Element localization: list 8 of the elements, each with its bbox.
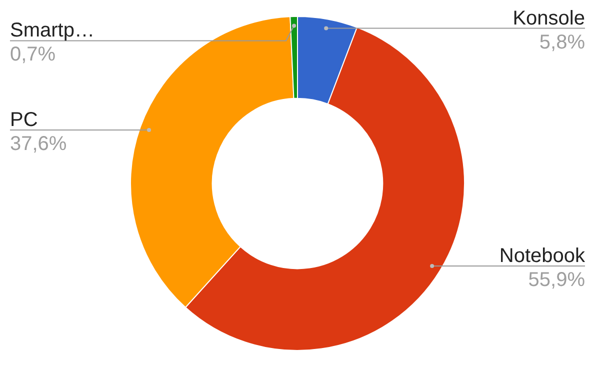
data-label: 0,7% (10, 44, 56, 66)
slice-label: Smartp… (10, 20, 94, 42)
data-label: 5,8% (539, 31, 586, 54)
slice-label: Notebook (499, 244, 586, 267)
data-label: 37,6% (10, 133, 67, 156)
data-label: 55,9% (528, 268, 586, 291)
slice-label: PC (10, 109, 38, 132)
slice-label: Konsole (512, 7, 585, 30)
